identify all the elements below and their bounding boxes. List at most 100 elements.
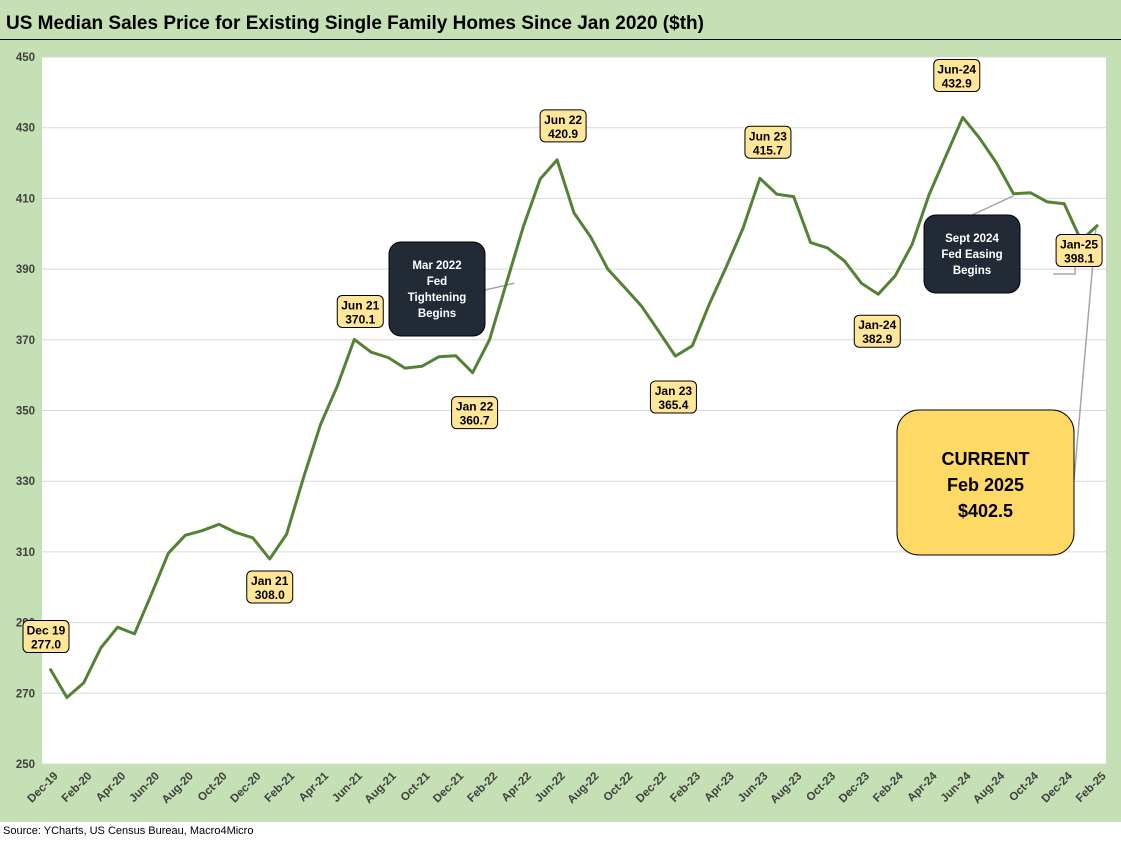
x-tick-label: Aug-20: [160, 770, 196, 806]
current-value-box: CURRENT Feb 2025 $402.5: [896, 409, 1075, 556]
series-line: [48, 115, 1100, 699]
title-bar: US Median Sales Price for Existing Singl…: [0, 0, 1121, 40]
y-tick-label: 350: [16, 406, 35, 418]
annotation-text: Begins: [953, 265, 991, 277]
annotation-text: Tightening: [408, 292, 467, 304]
data-label-box: [246, 570, 294, 604]
data-label-box: [744, 125, 792, 159]
data-label-value: 308.0: [255, 588, 285, 602]
x-tick-label: Dec-19: [26, 770, 61, 805]
annotations: Mar 2022 Fed Tightening Begins Sept 2024 Fed …: [388, 214, 1075, 556]
x-tick-label: Jun-24: [939, 770, 974, 805]
x-tick-label: Apr-21: [297, 770, 332, 805]
x-tick-label: Oct-20: [196, 770, 230, 804]
y-tick-label: 430: [16, 123, 35, 135]
data-label-date: Jun 21: [341, 298, 379, 312]
data-label-date: Jun-24: [937, 62, 976, 76]
data-label-date: Dec 19: [27, 624, 66, 638]
x-tick-label: Dec-23: [837, 770, 872, 805]
x-tick-label: Oct-21: [399, 770, 433, 804]
x-tick-label: Apr-24: [905, 770, 940, 805]
data-label-box: [853, 314, 901, 348]
y-tick-label: 410: [16, 193, 35, 205]
x-tick-label: Oct-22: [602, 770, 636, 804]
data-label-date: Jan 21: [251, 574, 289, 588]
x-tick-label: Feb-23: [668, 770, 703, 805]
data-label-date: Jan-24: [858, 318, 896, 332]
annotation-box-bg: [388, 241, 486, 337]
current-text: CURRENT: [942, 449, 1030, 469]
y-tick-label: 250: [16, 759, 35, 771]
x-tick-label: Feb-24: [871, 770, 906, 805]
current-text: Feb 2025: [947, 475, 1024, 495]
x-tick-label: Jun-20: [127, 770, 162, 805]
x-tick-label: Jun-23: [736, 770, 771, 805]
leader-line: [484, 282, 515, 291]
x-tick-label: Feb-25: [1074, 770, 1109, 805]
x-tick-label: Aug-24: [971, 770, 1007, 806]
data-label-box: [933, 58, 981, 92]
data-label-date: Jan-25: [1060, 237, 1098, 251]
y-tick-label: 310: [16, 547, 35, 559]
data-label-box: [1055, 233, 1103, 267]
x-tick-label: Oct-23: [804, 770, 838, 804]
y-tick-label: 270: [16, 688, 35, 700]
data-label-value: 370.1: [345, 312, 375, 326]
annotation-text: Begins: [418, 308, 456, 320]
x-tick-label: Apr-23: [703, 770, 737, 804]
x-tick-label: Feb-20: [60, 770, 95, 805]
data-label-date: Jan 22: [456, 400, 494, 414]
x-tick-label: Dec-21: [431, 770, 467, 806]
x-tick-label: Apr-22: [500, 770, 534, 804]
data-label-value: 277.0: [31, 638, 61, 652]
x-tick-label: Jun-21: [330, 770, 365, 805]
x-tick-label: Aug-23: [768, 770, 804, 806]
current-text: $402.5: [958, 501, 1013, 521]
data-label-value: 432.9: [942, 76, 972, 90]
data-label-box: [539, 109, 587, 143]
x-tick-label: Apr-20: [94, 770, 128, 804]
x-tick-label: Dec-20: [228, 770, 263, 805]
x-tick-label: Aug-21: [363, 770, 399, 806]
y-tick-label: 450: [16, 52, 35, 64]
chart-title: US Median Sales Price for Existing Singl…: [6, 13, 704, 34]
annotation-text: Sept 2024: [945, 233, 999, 245]
y-tick-label: 370: [16, 335, 35, 347]
x-tick-label: Feb-22: [465, 770, 500, 805]
annotation-text: Mar 2022: [412, 260, 461, 272]
source-note: Source: YCharts, US Census Bureau, Macro…: [3, 825, 254, 837]
annotation-text: Fed: [427, 276, 447, 288]
chart: 250270290310330350370390410430450 Dec-19…: [16, 52, 1109, 806]
x-tick-label: Feb-21: [263, 770, 298, 805]
data-label-value: 420.9: [548, 127, 578, 141]
data-label-date: Jan 23: [655, 384, 693, 398]
y-axis: 250270290310330350370390410430450: [16, 52, 35, 771]
x-tick-label: Jun-22: [533, 770, 568, 805]
annotation-box-bg: [923, 214, 1021, 294]
data-label-box: [336, 294, 384, 328]
data-label-value: 398.1: [1064, 251, 1094, 265]
x-tick-label: Oct-24: [1007, 770, 1041, 804]
y-tick-label: 330: [16, 476, 35, 488]
data-label-value: 382.9: [862, 332, 892, 346]
x-tick-label: Dec-24: [1040, 770, 1076, 806]
x-tick-label: Dec-22: [634, 770, 669, 805]
annotation-box: Sept 2024 Fed Easing Begins: [923, 214, 1021, 294]
data-label-date: Jun 22: [544, 113, 582, 127]
leader-line: [971, 195, 1014, 216]
annotation-text: Fed Easing: [941, 249, 1002, 261]
data-label-box: [649, 380, 697, 414]
data-label-value: 415.7: [753, 143, 783, 157]
current-box-bg: [896, 409, 1075, 556]
data-label-value: 360.7: [460, 414, 490, 428]
data-label-box: [451, 396, 499, 430]
